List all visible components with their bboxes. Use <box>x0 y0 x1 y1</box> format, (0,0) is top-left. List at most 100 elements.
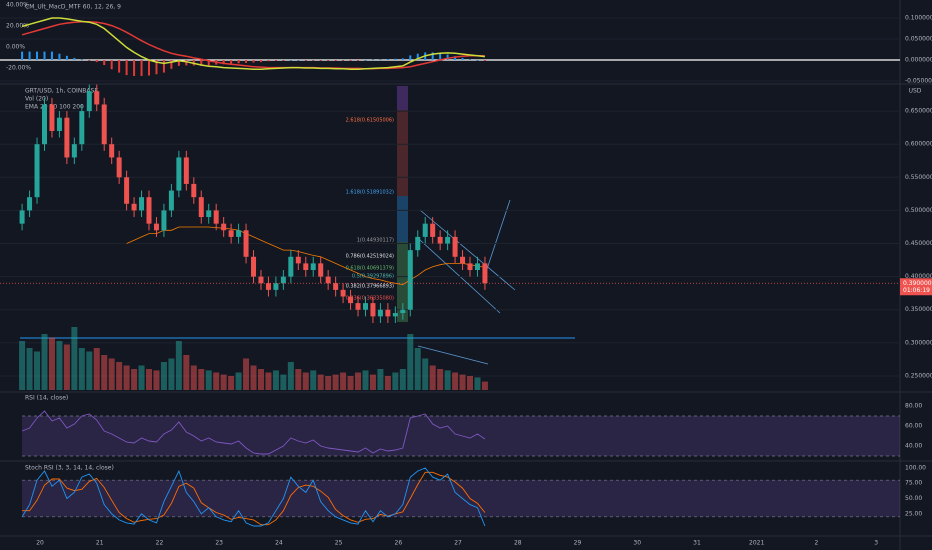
histogram-bar <box>177 59 180 66</box>
candle-body <box>243 230 249 257</box>
candle-body <box>377 309 383 317</box>
candle-body <box>452 236 458 257</box>
histogram-bar <box>95 59 98 63</box>
candle-body <box>19 210 25 224</box>
histogram-bar <box>125 59 128 76</box>
main-title: GRT/USD, 1h, COINBASE <box>25 88 98 95</box>
volume-bar <box>19 341 26 390</box>
candle-body <box>265 283 271 290</box>
volume-bar <box>198 369 205 390</box>
rsi-title: RSI (14, close) <box>25 395 68 402</box>
volume-bar <box>407 334 414 390</box>
fib-label: 0.236(0.36335080) <box>346 296 394 302</box>
histogram-bar <box>386 59 389 60</box>
candle-body <box>430 223 436 237</box>
candle-body <box>251 256 257 277</box>
histogram-bar <box>140 59 143 76</box>
y-tick-label: 0.00% <box>6 44 25 51</box>
x-tick-label: 25 <box>335 540 343 547</box>
legend-entry: Vol (20) <box>25 96 48 103</box>
fib-label: 0.618(0.40691379) <box>346 266 394 272</box>
volume-bar <box>332 374 339 390</box>
x-tick-label: 26 <box>395 540 403 547</box>
volume-bar <box>392 372 399 390</box>
y-tick-label: 0.40000000 <box>905 273 932 280</box>
histogram-bar <box>80 59 83 61</box>
volume-bar <box>190 365 197 390</box>
candle-body <box>191 183 197 198</box>
volume-bar <box>347 376 354 390</box>
candle-body <box>71 144 77 158</box>
histogram-bar <box>334 59 337 61</box>
x-tick-label: 21 <box>96 540 104 547</box>
candle-body <box>437 236 443 244</box>
histogram-bar <box>379 59 382 61</box>
last-price-box <box>900 278 932 296</box>
y-tick-label: 0.60000000 <box>905 141 932 148</box>
histogram-bar <box>289 59 292 61</box>
histogram-bar <box>245 59 248 63</box>
candle-body <box>355 303 361 310</box>
volume-bar <box>362 370 369 390</box>
y-tick-label: 40.00% <box>6 2 29 9</box>
band-fill <box>22 480 900 517</box>
histogram-bar <box>28 51 31 60</box>
candle-body <box>280 276 286 284</box>
x-tick-label: 29 <box>574 540 582 547</box>
volume-bar <box>481 381 488 390</box>
countdown: 01:06:19 <box>903 287 930 294</box>
candle-body <box>318 263 324 277</box>
volume-bar <box>93 348 100 390</box>
fib-label: 0.786(0.42519024) <box>346 254 394 260</box>
y-tick-label: 40.00 <box>905 443 922 450</box>
volume-bar <box>310 370 317 390</box>
histogram-bar <box>469 59 472 60</box>
histogram-bar <box>58 53 61 60</box>
volume-bar <box>437 369 444 390</box>
histogram-bar <box>267 59 270 62</box>
histogram-bar <box>237 59 240 64</box>
candle-body <box>86 91 92 112</box>
candle-body <box>49 104 55 131</box>
y-tick-label: 50.00 <box>905 495 922 502</box>
candle-body <box>236 230 242 237</box>
candle-body <box>370 303 376 317</box>
histogram-bar <box>118 59 121 73</box>
candle-body <box>325 276 331 284</box>
histogram-bar <box>327 59 330 61</box>
histogram-bar <box>319 59 322 61</box>
histogram-bar <box>274 59 277 61</box>
volume-bar <box>160 362 167 390</box>
x-tick-label: 3 <box>874 540 878 547</box>
volume-bar <box>56 341 63 390</box>
candle-body <box>385 309 391 317</box>
macd-title: CM_Ult_MacD_MTF 60, 12, 26, 9 <box>25 4 121 11</box>
rsi-line <box>21 410 486 455</box>
histogram-bar <box>259 59 262 63</box>
histogram-bar <box>349 59 352 61</box>
histogram-bar <box>364 59 367 61</box>
volume-bar <box>280 374 287 390</box>
volume-bar <box>250 365 257 390</box>
histogram-bar <box>409 55 412 60</box>
candle-body <box>64 117 70 158</box>
volume-bar <box>272 370 279 390</box>
volume-bar <box>228 376 235 390</box>
volume-bar <box>116 362 123 390</box>
volume-bar <box>168 358 175 390</box>
y-tick-label: 0.30000000 <box>905 339 932 346</box>
volume-bar <box>444 370 451 390</box>
candle-body <box>445 236 451 244</box>
candle-body <box>131 203 137 211</box>
y-tick-label: 0.45000000 <box>905 240 932 247</box>
volume-bar <box>101 355 108 390</box>
candle-body <box>482 263 488 284</box>
volume-bar <box>422 358 429 390</box>
volume-bar <box>183 355 190 390</box>
histogram-bar <box>155 59 158 75</box>
y-tick-label: 25.00 <box>905 510 922 517</box>
y-tick-label: 0.10000000 <box>905 15 932 22</box>
candle-body <box>161 210 167 231</box>
y-tick-label: 60.00 <box>905 423 922 430</box>
volume-bar <box>86 351 93 390</box>
